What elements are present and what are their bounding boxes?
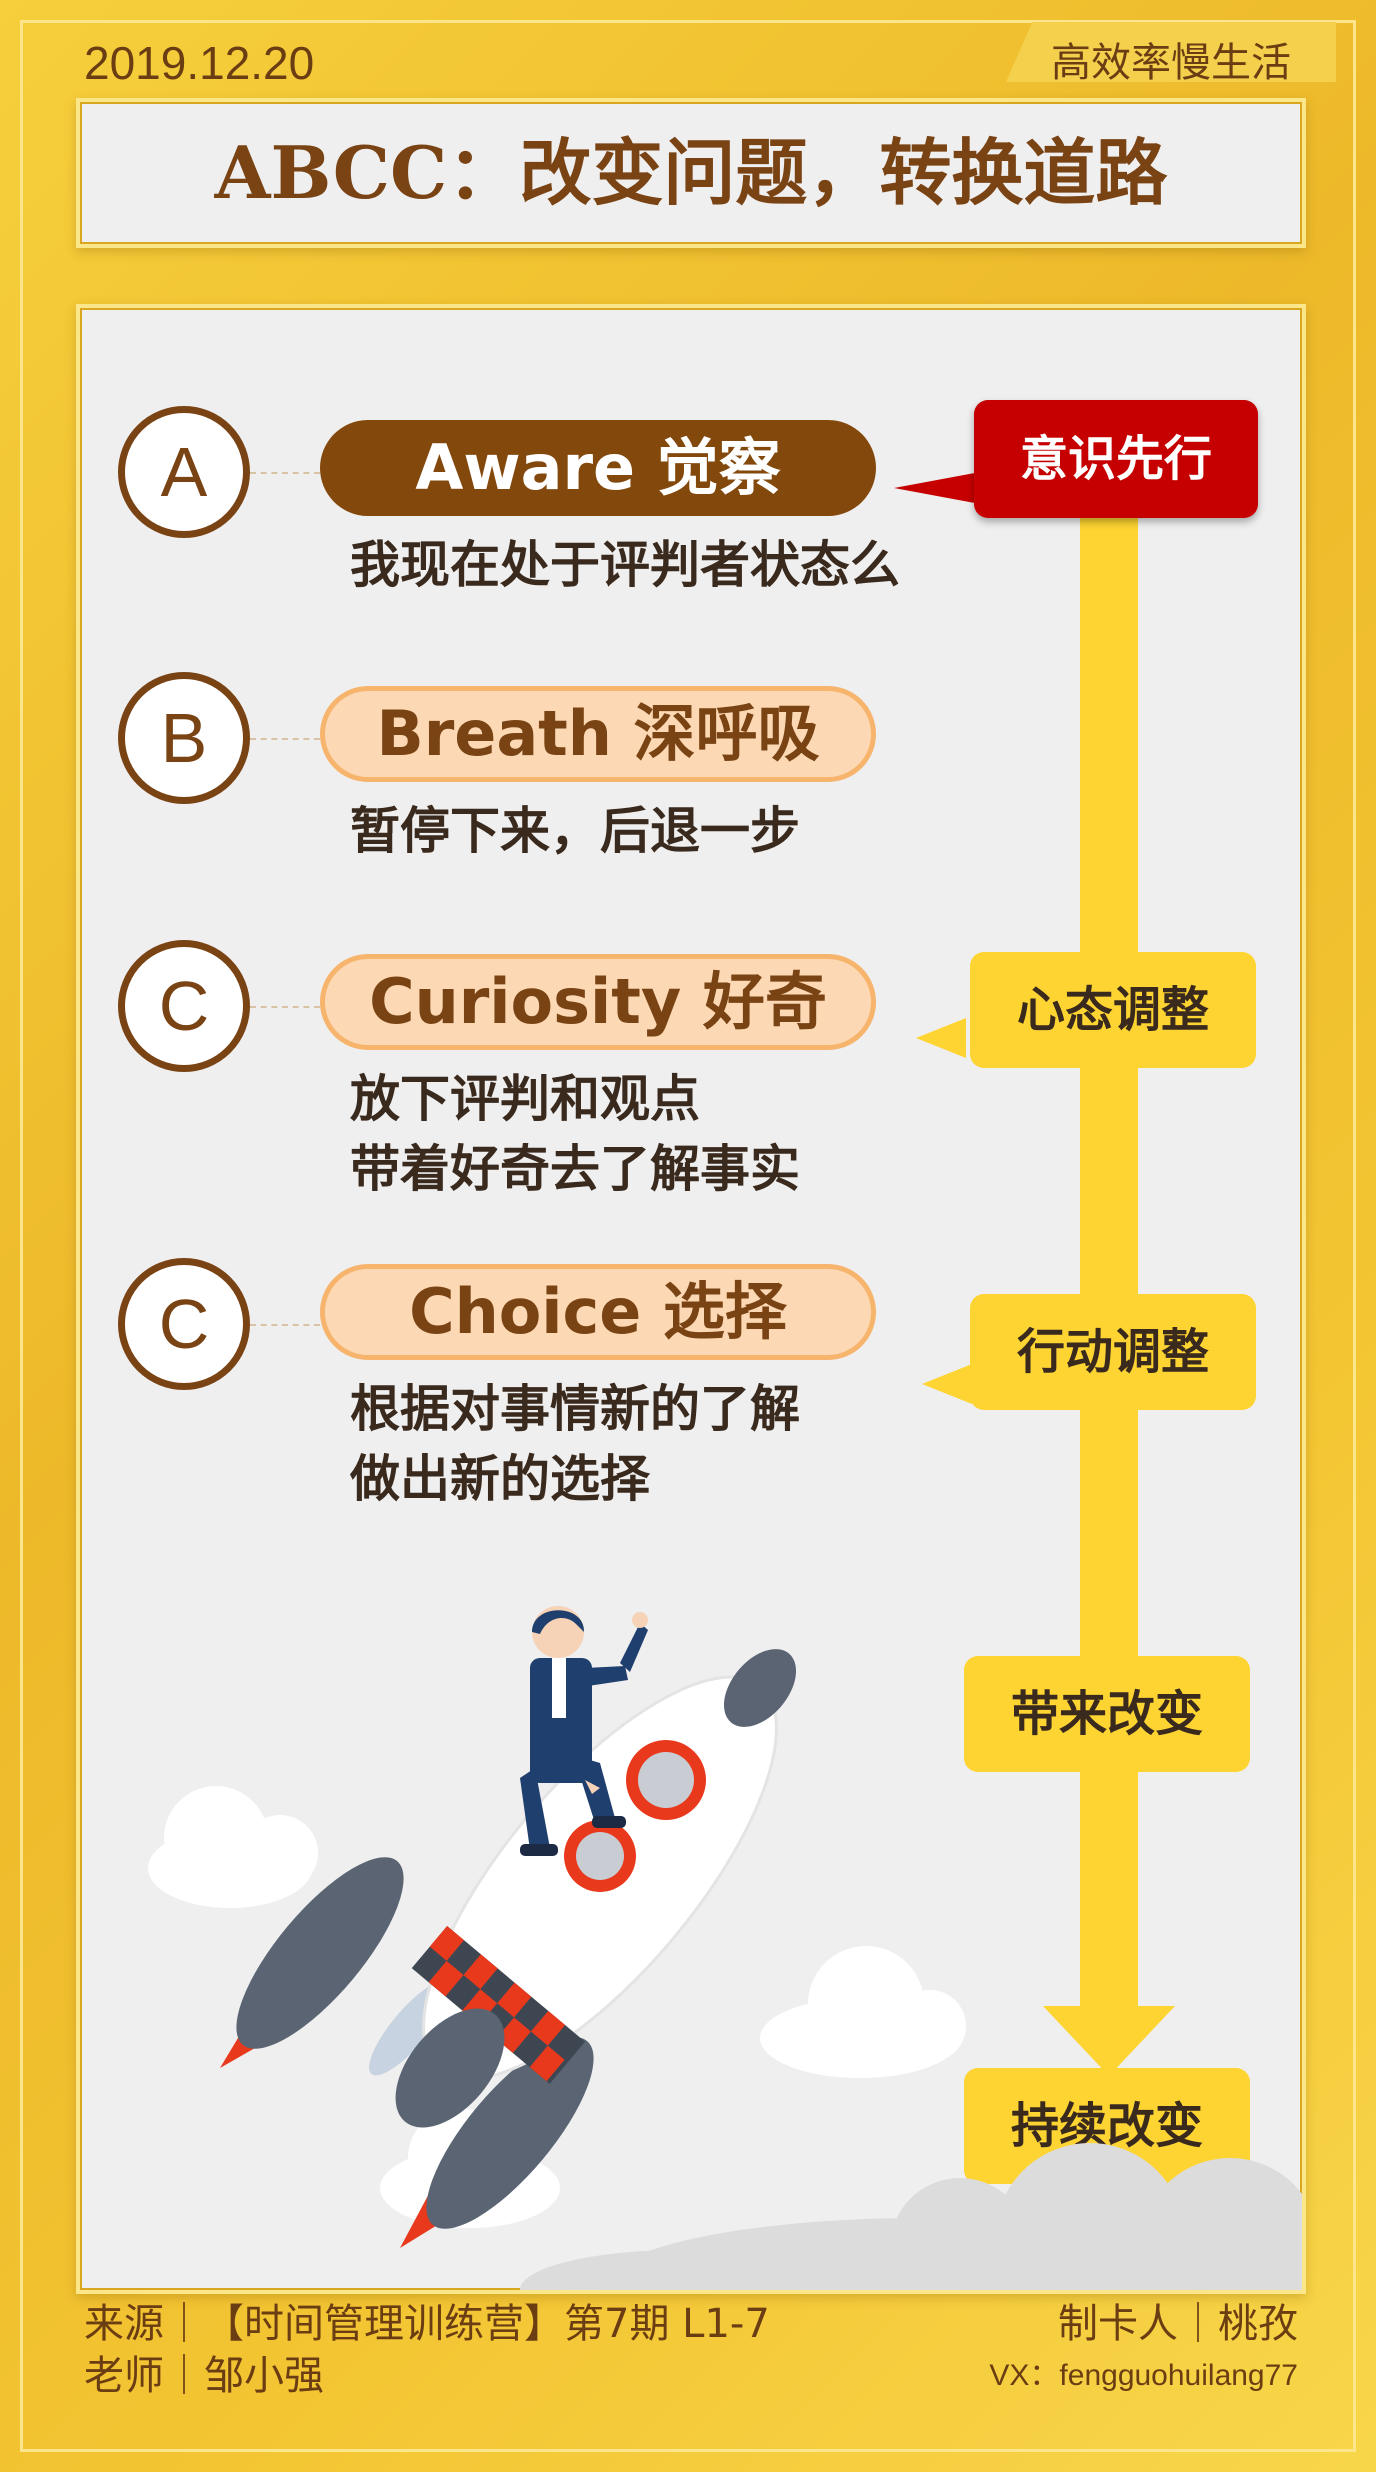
step-desc: 放下评判和观点 带着好奇去了解事实 xyxy=(350,1064,800,1204)
step-desc-line: 暂停下来，后退一步 xyxy=(350,802,800,860)
step-desc: 根据对事情新的了解 做出新的选择 xyxy=(350,1374,800,1514)
content-panel: 意识先行 心态调整 行动调整 带来改变 持续改变 A Aware 觉察 我现在处… xyxy=(76,304,1306,2294)
person-figure xyxy=(520,1606,648,1856)
stage-label: 心态调整 xyxy=(1016,982,1209,1038)
cloud-icon xyxy=(148,1786,318,1908)
step-desc-line: 根据对事情新的了解 xyxy=(350,1380,800,1438)
step-desc-line: 我现在处于评判者状态么 xyxy=(350,536,900,594)
footer-credits: 制卡人｜桃孜 VX：fengguohuilang77 xyxy=(989,2298,1298,2402)
brand-label: 高效率慢生活 xyxy=(1051,40,1291,86)
step-letter-c: C xyxy=(118,1258,250,1390)
connector-line xyxy=(250,738,320,740)
footer-source: 来源｜【时间管理训练营】第7期 L1-7 老师｜邹小强 xyxy=(84,2298,770,2402)
booster xyxy=(236,1857,404,2049)
flow-arrow-icon xyxy=(1043,2006,1175,2076)
step-pill-breath: Breath 深呼吸 xyxy=(320,686,876,782)
step-desc-line: 放下评判和观点 xyxy=(350,1070,700,1128)
maker-line: 制卡人｜桃孜 xyxy=(1058,2301,1298,2347)
stage-label: 带来改变 xyxy=(1010,1686,1203,1742)
step-letter-c: C xyxy=(118,940,250,1072)
booster xyxy=(426,2037,594,2229)
stage-action: 行动调整 xyxy=(970,1294,1256,1410)
step-letter-a: A xyxy=(118,406,250,538)
page-title: ABCC：改变问题，转换道路 xyxy=(214,130,1168,215)
rocket-illustration xyxy=(148,1606,1302,2290)
connector-line xyxy=(250,472,320,474)
contact-line: VX：fengguohuilang77 xyxy=(989,2359,1298,2392)
step-pill-curiosity: Curiosity 好奇 xyxy=(320,954,876,1050)
inner-frame xyxy=(20,20,1356,2452)
title-box: ABCC：改变问题，转换道路 xyxy=(76,98,1306,248)
step-desc-line: 做出新的选择 xyxy=(350,1450,650,1508)
pointer-icon xyxy=(916,1018,966,1058)
step-desc: 我现在处于评判者状态么 xyxy=(350,530,900,600)
pointer-icon xyxy=(894,472,980,504)
cloud-bank xyxy=(520,2143,1302,2290)
brand-tag: 高效率慢生活 xyxy=(1006,22,1336,82)
teacher-line: 老师｜邹小强 xyxy=(84,2353,324,2399)
stage-label: 意识先行 xyxy=(1019,431,1212,487)
step-desc-line: 带着好奇去了解事实 xyxy=(350,1140,800,1198)
step-desc: 暂停下来，后退一步 xyxy=(350,796,800,866)
step-letter-b: B xyxy=(118,672,250,804)
stage-awareness: 意识先行 xyxy=(974,400,1258,518)
date: 2019.12.20 xyxy=(84,37,315,89)
source-line: 来源｜【时间管理训练营】第7期 L1-7 xyxy=(84,2301,770,2347)
connector-line xyxy=(250,1006,320,1008)
step-pill-aware: Aware 觉察 xyxy=(320,420,876,516)
stage-change: 带来改变 xyxy=(964,1656,1250,1772)
connector-line xyxy=(250,1324,320,1326)
stage-label: 行动调整 xyxy=(1016,1324,1209,1380)
cloud-icon xyxy=(760,1946,966,2078)
stage-mindset: 心态调整 xyxy=(970,952,1256,1068)
pointer-icon xyxy=(922,1364,972,1404)
step-pill-choice: Choice 选择 xyxy=(320,1264,876,1360)
